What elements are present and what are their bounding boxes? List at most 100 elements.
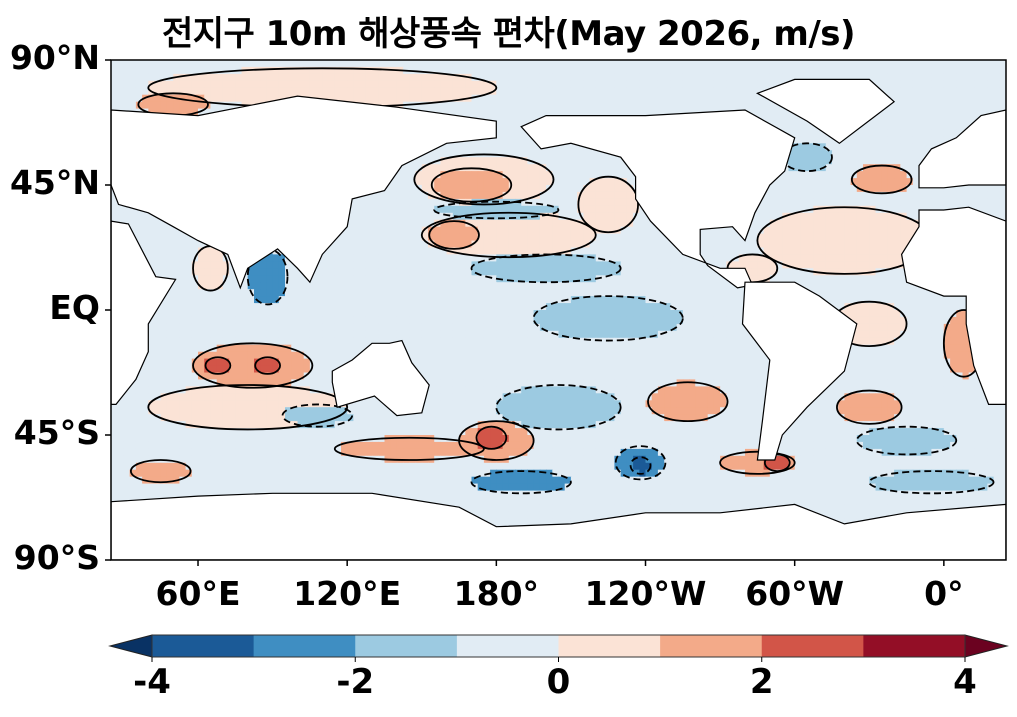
field-cell — [564, 205, 572, 214]
field-cell — [291, 289, 298, 297]
field-cell — [564, 150, 572, 158]
field-cell — [707, 282, 715, 290]
field-cell — [459, 171, 466, 179]
field-cell — [515, 226, 522, 235]
field-cell — [807, 233, 814, 242]
field-cell — [558, 261, 566, 269]
field-cell — [166, 261, 174, 269]
field-cell — [347, 212, 354, 221]
field-cell — [701, 101, 709, 110]
field-cell — [570, 157, 578, 165]
field-cell — [633, 219, 640, 228]
field-cell — [403, 164, 410, 172]
field-cell — [863, 66, 870, 75]
field-cell — [434, 219, 441, 228]
field-cell — [682, 275, 690, 283]
field-cell — [496, 205, 504, 214]
field-cell — [378, 268, 386, 276]
field-cell — [682, 254, 690, 262]
field-cell — [508, 94, 516, 103]
field-cell — [856, 247, 864, 255]
field-cell — [614, 212, 622, 221]
field-cell — [676, 101, 684, 110]
field-cell — [372, 198, 379, 207]
field-cell — [539, 261, 547, 269]
field-cell — [117, 73, 124, 82]
field-cell — [334, 289, 342, 297]
field-cell — [782, 108, 790, 117]
field-cell — [819, 73, 827, 82]
field-cell — [191, 94, 199, 103]
field-cell — [863, 136, 870, 144]
field-cell — [738, 240, 746, 249]
field-cell — [409, 289, 417, 297]
field-cell — [738, 87, 746, 96]
field-cell — [372, 261, 379, 269]
field-cell — [496, 261, 504, 269]
field-cell — [763, 101, 771, 110]
field-cell — [254, 268, 261, 276]
field-cell — [726, 101, 734, 110]
field-cell — [210, 254, 218, 262]
field-cell — [403, 275, 410, 283]
field-cell — [875, 157, 883, 165]
field-cell — [365, 212, 373, 221]
field-cell — [570, 178, 578, 186]
field-cell — [409, 233, 417, 242]
field-cell — [595, 171, 603, 179]
field-cell — [906, 129, 914, 137]
field-cell — [887, 185, 895, 193]
field-cell — [906, 108, 914, 117]
field-cell — [129, 205, 137, 214]
field-cell — [483, 66, 491, 75]
field-cell — [446, 143, 454, 151]
field-cell — [278, 66, 286, 75]
field-cell — [651, 87, 659, 96]
field-cell — [800, 185, 808, 193]
field-cell — [272, 296, 280, 304]
field-cell — [483, 226, 491, 235]
field-cell — [204, 108, 211, 117]
field-cell — [595, 191, 603, 200]
field-cell — [676, 289, 684, 297]
field-cell — [931, 129, 939, 137]
field-cell — [850, 157, 858, 165]
field-cell — [931, 115, 939, 124]
field-cell — [527, 87, 535, 96]
field-cell — [894, 101, 901, 110]
field-cell — [906, 136, 914, 144]
field-cell — [521, 66, 528, 75]
field-cell — [421, 212, 429, 221]
field-cell — [515, 143, 522, 151]
field-cell — [384, 80, 392, 89]
field-cell — [875, 80, 883, 89]
field-cell — [353, 87, 361, 96]
field-cell — [483, 282, 491, 290]
field-cell — [670, 296, 678, 304]
field-cell — [720, 226, 727, 235]
field-cell — [378, 282, 386, 290]
field-cell — [807, 157, 814, 165]
field-cell — [222, 80, 230, 89]
field-cell — [720, 282, 727, 290]
field-cell — [465, 171, 473, 179]
field-cell — [111, 205, 118, 214]
field-cell — [123, 94, 131, 103]
field-cell — [508, 212, 516, 221]
field-cell — [894, 178, 901, 186]
field-cell — [589, 219, 597, 228]
field-cell — [496, 185, 504, 193]
field-cell — [912, 87, 920, 96]
field-cell — [751, 254, 758, 262]
field-cell — [210, 73, 218, 82]
field-cell — [490, 268, 497, 276]
field-cell — [378, 254, 386, 262]
field-cell — [670, 73, 678, 82]
field-cell — [987, 73, 995, 82]
field-cell — [900, 171, 908, 179]
field-cell — [508, 289, 516, 297]
field-cell — [850, 136, 858, 144]
field-cell — [216, 268, 224, 276]
field-cell — [869, 212, 877, 221]
field-cell — [956, 101, 964, 110]
